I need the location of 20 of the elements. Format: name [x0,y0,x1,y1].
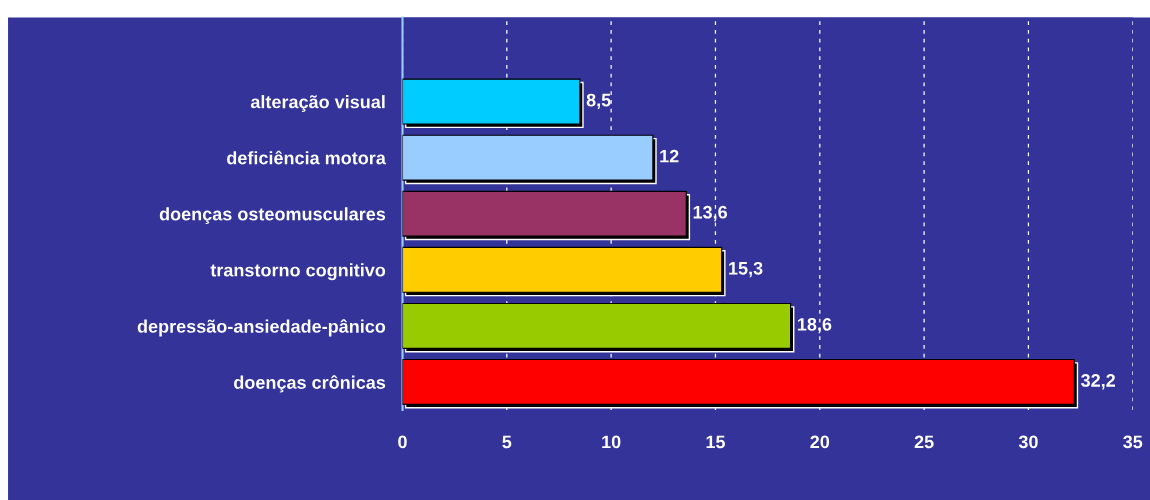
data-label: 13,6 [693,205,727,222]
data-label: 15,3 [729,261,763,278]
x-tick-label: 0 [398,435,407,449]
y-tick-label: transtorno cognitivo [210,263,386,281]
x-tick-label: 10 [602,435,621,449]
data-label: 32,2 [1081,374,1116,390]
data-label: 18,6 [797,317,832,334]
x-tick-label: 25 [914,435,934,449]
x-tick-label: 30 [1018,435,1038,449]
y-tick-label: depressão-ansiedade-pânico [137,319,386,337]
y-tick-label: doenças osteomusculares [159,207,386,225]
x-tick-label: 15 [706,435,725,449]
y-tick-label: alteração visual [250,95,385,112]
data-label: 12 [660,149,679,163]
x-tick-label: 5 [502,435,512,449]
data-label: 8,5 [586,93,611,110]
y-tick-label: deficiência motora [227,150,386,165]
y-tick-label: doenças crônicas [234,375,386,393]
x-tick-label: 20 [810,435,830,449]
x-tick-label: 35 [1123,435,1143,449]
